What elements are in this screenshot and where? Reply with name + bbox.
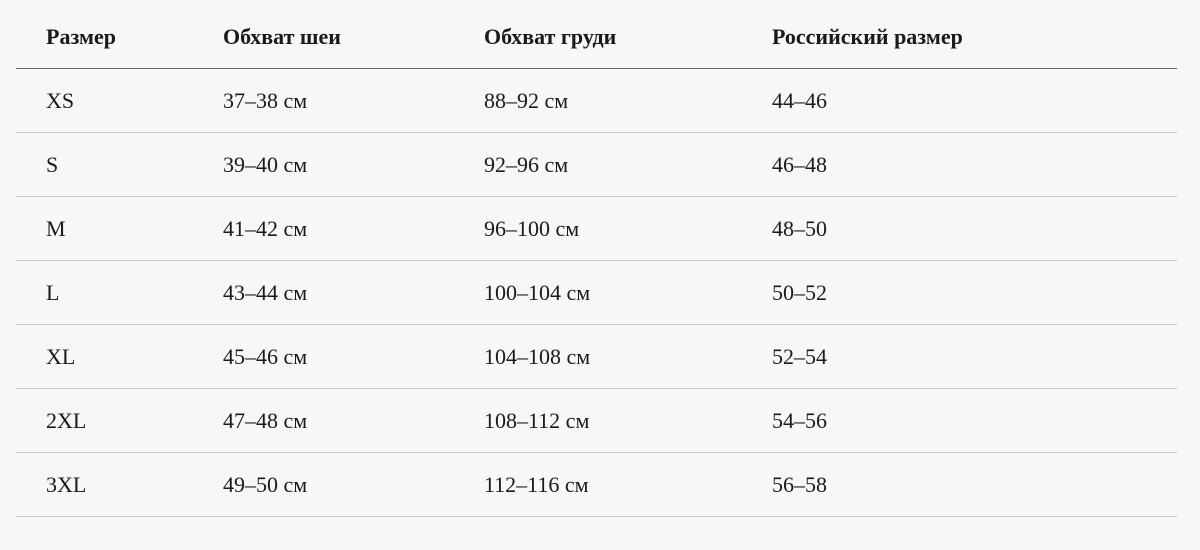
- table-cell: 49–50 см: [193, 452, 454, 517]
- table-cell: M: [16, 196, 193, 261]
- table-cell: XL: [16, 324, 193, 389]
- header-cell: Российский размер: [742, 6, 1177, 69]
- table-cell: 41–42 см: [193, 196, 454, 261]
- table-cell: 88–92 см: [454, 68, 742, 133]
- table-cell: 3XL: [16, 452, 193, 517]
- table-cell: 92–96 см: [454, 132, 742, 197]
- table-cell: 108–112 см: [454, 388, 742, 453]
- table-row: S 39–40 см 92–96 см 46–48: [16, 132, 1177, 197]
- header-row: Размер Обхват шеи Обхват груди Российский р…: [16, 6, 1177, 69]
- table-cell: S: [16, 132, 193, 197]
- table-cell: 112–116 см: [454, 452, 742, 517]
- table-row: 2XL 47–48 см 108–112 см 54–56: [16, 388, 1177, 453]
- table-row: L 43–44 см 100–104 см 50–52: [16, 260, 1177, 325]
- table-cell: 54–56: [742, 388, 1177, 453]
- table-cell: 100–104 см: [454, 260, 742, 325]
- table-row: M 41–42 см 96–100 см 48–50: [16, 196, 1177, 261]
- header-cell: Обхват груди: [454, 6, 742, 69]
- table-cell: 46–48: [742, 132, 1177, 197]
- table-row: XS 37–38 см 88–92 см 44–46: [16, 68, 1177, 133]
- table-row: XL 45–46 см 104–108 см 52–54: [16, 324, 1177, 389]
- table-row: 3XL 49–50 см 112–116 см 56–58: [16, 452, 1177, 517]
- table-cell: 104–108 см: [454, 324, 742, 389]
- table-cell: 44–46: [742, 68, 1177, 133]
- header-cell: Обхват шеи: [193, 6, 454, 69]
- table-cell: 37–38 см: [193, 68, 454, 133]
- size-table: Размер Обхват шеи Обхват груди Российский р…: [16, 6, 1177, 517]
- table-cell: 96–100 см: [454, 196, 742, 261]
- table-cell: 50–52: [742, 260, 1177, 325]
- header-cell: Размер: [16, 6, 193, 69]
- table-cell: 47–48 см: [193, 388, 454, 453]
- table-body: XS 37–38 см 88–92 см 44–46 S 39–40 см 92–96 см…: [16, 68, 1177, 517]
- table-cell: 56–58: [742, 452, 1177, 517]
- table-cell: 2XL: [16, 388, 193, 453]
- table-cell: 43–44 см: [193, 260, 454, 325]
- table-cell: 48–50: [742, 196, 1177, 261]
- table-cell: 45–46 см: [193, 324, 454, 389]
- table-cell: 52–54: [742, 324, 1177, 389]
- table-cell: 39–40 см: [193, 132, 454, 197]
- table-cell: XS: [16, 68, 193, 133]
- table-cell: L: [16, 260, 193, 325]
